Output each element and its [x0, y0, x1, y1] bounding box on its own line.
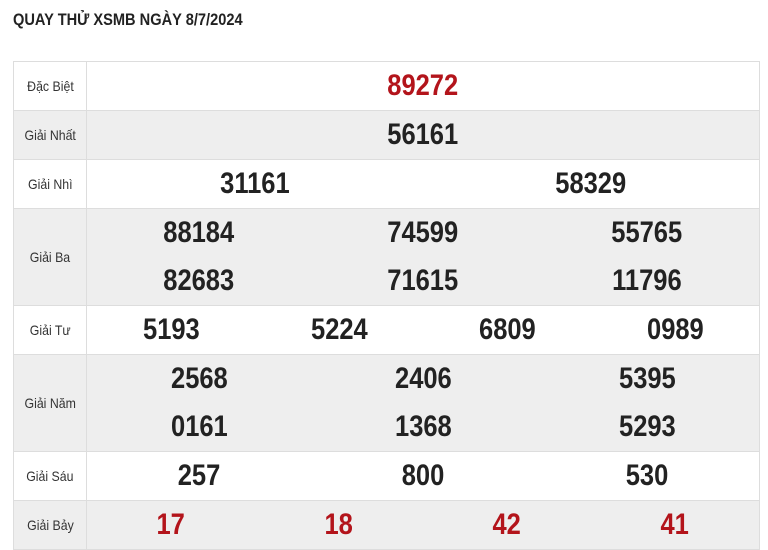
prize-number: 42: [492, 508, 522, 541]
prize-number: 5395: [618, 362, 676, 395]
prize-number: 55765: [611, 216, 683, 249]
prize-number: 0161: [170, 410, 228, 443]
prize-label: Giải Bảy: [13, 500, 87, 550]
prize-row: Đặc Biệt 89272: [13, 61, 760, 111]
prize-label-text: Giải Tư: [29, 322, 71, 338]
results-table: Đặc Biệt 89272 Giải Nhất 56161 Giải Nhì 31161…: [13, 61, 760, 550]
prize-label: Giải Nhất: [13, 110, 87, 160]
prize-label: Giải Sáu: [13, 451, 87, 501]
prize-row: Giải Ba 88184 74599 55765 82683 71615 11796: [13, 208, 760, 306]
prize-number: 2406: [394, 362, 452, 395]
page-title: QUAY THỬ XSMB NGÀY 8/7/2024: [13, 10, 243, 29]
prize-label-text: Giải Nhất: [24, 127, 76, 143]
prize-label-text: Giải Nhì: [27, 176, 73, 192]
prize-number: 11796: [612, 264, 682, 297]
prize-label: Giải Nhì: [13, 159, 87, 209]
prize-values: 89272: [86, 61, 760, 111]
prize-values: 5193 5224 6809 0989: [86, 305, 760, 355]
prize-number: 1368: [394, 410, 452, 443]
prize-row: Giải Bảy 17 18 42 41: [13, 500, 760, 550]
prize-number: 18: [324, 508, 354, 541]
prize-number: 800: [401, 459, 445, 492]
prize-values: 88184 74599 55765 82683 71615 11796: [86, 208, 760, 306]
prize-label-text: Giải Năm: [24, 395, 76, 411]
prize-number: 257: [177, 459, 221, 492]
prize-number: 89272: [387, 69, 459, 102]
prize-number: 5193: [142, 313, 200, 346]
prize-number: 58329: [555, 167, 627, 200]
prize-number: 5293: [618, 410, 676, 443]
prize-number: 17: [156, 508, 186, 541]
prize-number: 74599: [387, 216, 459, 249]
prize-label: Giải Năm: [13, 354, 87, 452]
prize-label: Đặc Biệt: [13, 61, 87, 111]
prize-label: Giải Tư: [13, 305, 87, 355]
prize-row: Giải Nhì 31161 58329: [13, 159, 760, 209]
prize-values: 17 18 42 41: [86, 500, 760, 550]
prize-row: Giải Năm 2568 2406 5395 0161 1368 5293: [13, 354, 760, 452]
prize-values: 56161: [86, 110, 760, 160]
prize-number: 56161: [387, 118, 459, 151]
prize-label-text: Giải Sáu: [26, 468, 74, 484]
prize-row: Giải Sáu 257 800 530: [13, 451, 760, 501]
prize-number: 41: [660, 508, 690, 541]
prize-number: 530: [625, 459, 669, 492]
prize-number: 71615: [387, 264, 459, 297]
prize-label-text: Đặc Biệt: [26, 78, 74, 94]
prize-label-text: Giải Ba: [29, 249, 71, 265]
prize-number: 82683: [163, 264, 235, 297]
prize-values: 2568 2406 5395 0161 1368 5293: [86, 354, 760, 452]
prize-row: Giải Nhất 56161: [13, 110, 760, 160]
prize-label: Giải Ba: [13, 208, 87, 306]
prize-number: 2568: [170, 362, 228, 395]
prize-number: 6809: [478, 313, 536, 346]
prize-values: 257 800 530: [86, 451, 760, 501]
prize-number: 5224: [310, 313, 368, 346]
prize-row: Giải Tư 5193 5224 6809 0989: [13, 305, 760, 355]
prize-values: 31161 58329: [86, 159, 760, 209]
prize-number: 88184: [163, 216, 235, 249]
prize-number: 0989: [646, 313, 704, 346]
prize-label-text: Giải Bảy: [26, 517, 74, 533]
prize-number: 31161: [220, 167, 290, 200]
